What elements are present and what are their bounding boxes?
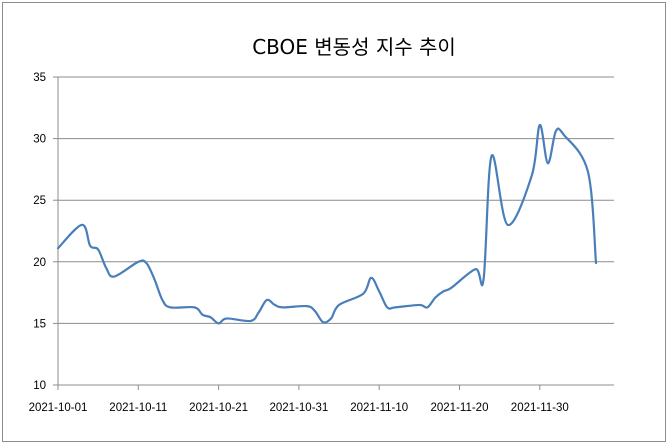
x-tick-label: 2021-11-10: [350, 402, 408, 414]
y-tick-label: 15: [33, 318, 46, 330]
y-tick-label: 25: [33, 195, 46, 207]
y-tick-label: 35: [33, 72, 46, 84]
x-tick-label: 2021-10-31: [269, 402, 328, 414]
chart-title: CBOE 변동성 지수 추이: [252, 35, 456, 59]
y-axis: 10 15 20 25 30 35: [33, 72, 58, 392]
x-tick-label: 2021-10-11: [109, 402, 167, 414]
y-tick-label: 20: [33, 257, 46, 269]
series-line: [56, 123, 598, 325]
chart-area: [2, 2, 666, 442]
x-tick-label: 2021-11-30: [511, 402, 569, 414]
x-tick-label: 2021-10-21: [189, 402, 248, 414]
x-tick-label: 2021-11-20: [431, 402, 489, 414]
x-axis: 2021-10-01 2021-10-11 2021-10-21 2021-10-31…: [29, 385, 569, 414]
y-tick-label: 10: [33, 380, 46, 392]
axes: [57, 77, 614, 386]
x-tick-label: 2021-10-01: [29, 402, 88, 414]
gridlines: [58, 76, 614, 324]
y-tick-label: 30: [33, 134, 46, 146]
